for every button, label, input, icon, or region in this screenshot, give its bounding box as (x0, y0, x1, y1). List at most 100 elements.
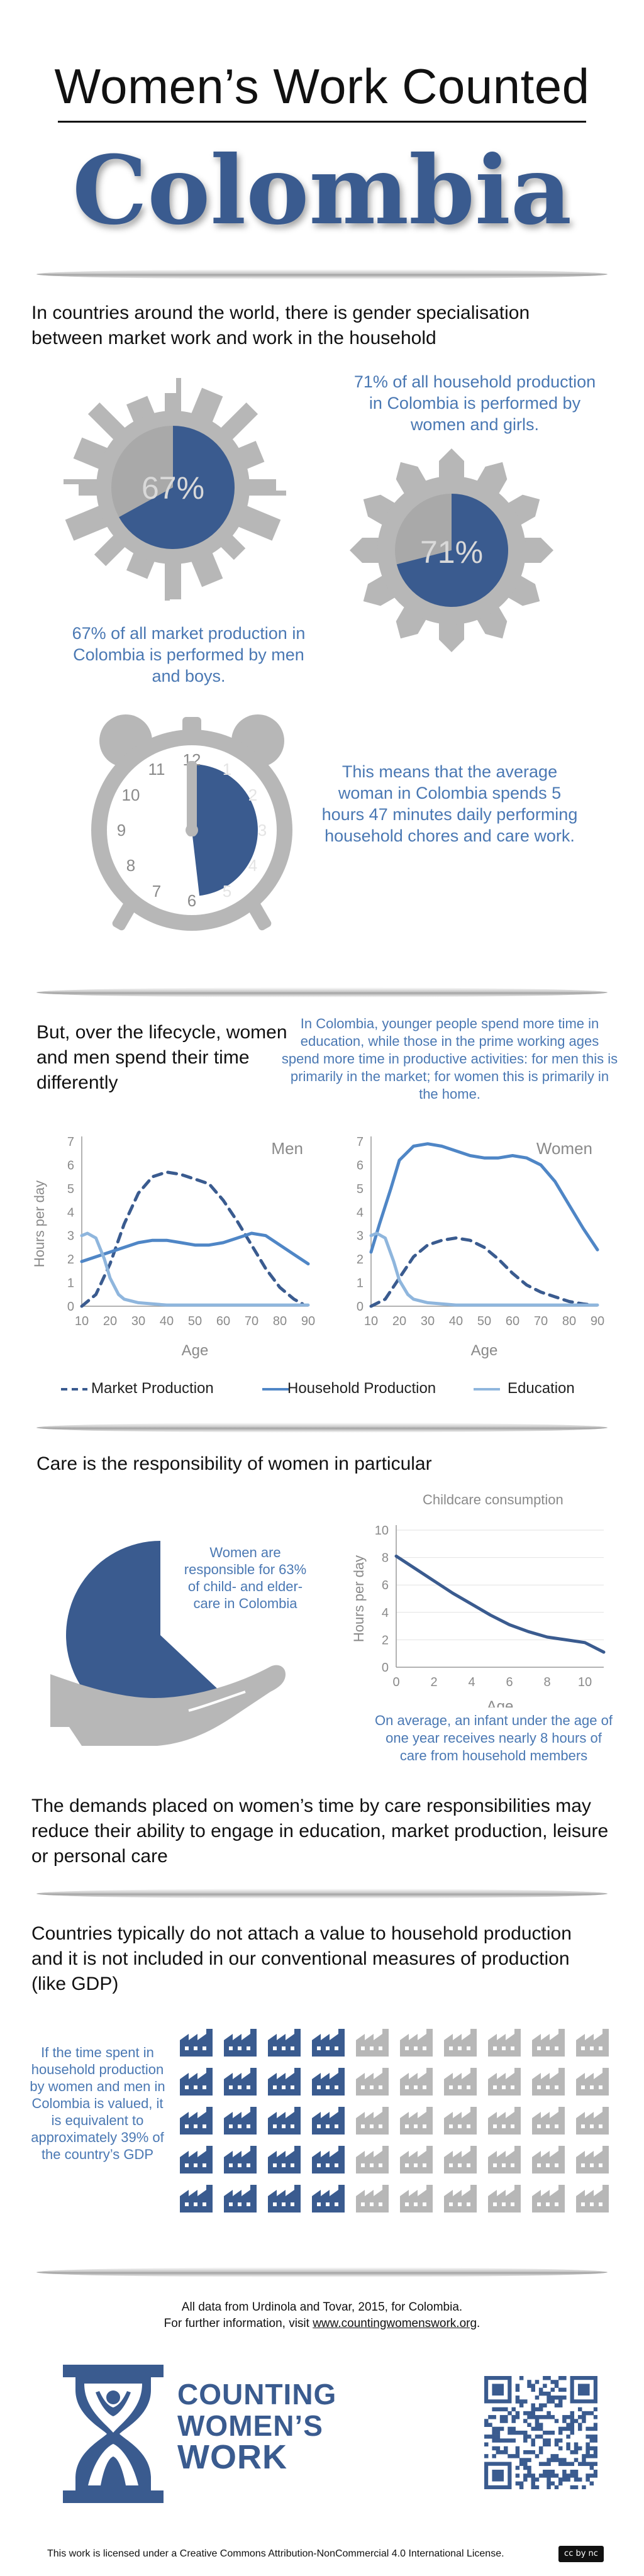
qr-module (492, 2415, 496, 2419)
qr-module (504, 2415, 508, 2419)
house-icon (363, 494, 396, 526)
qr-module (550, 2399, 555, 2404)
qr-module (589, 2465, 594, 2470)
qr-module (523, 2473, 528, 2478)
qr-module (586, 2454, 590, 2458)
x-tick-label: 6 (506, 1675, 513, 1689)
household-caption: 71% of all household production in Colom… (353, 372, 596, 434)
qr-module (508, 2430, 512, 2435)
qr-module (496, 2407, 501, 2412)
qr-module (570, 2462, 575, 2467)
legend-market-label: Market Production (91, 1380, 214, 1397)
market-pct-label: 67% (142, 470, 204, 506)
y-axis-label: Hours per day (31, 1180, 47, 1267)
qr-module (543, 2473, 547, 2478)
childcare-chart-title: Childcare consumption (423, 1492, 564, 1507)
qr-module (586, 2473, 590, 2478)
qr-module (574, 2458, 579, 2462)
gdp-icon (224, 2185, 257, 2212)
gdp-caption: If the time spent in household productio… (30, 2045, 165, 2162)
childcare-caption: On average, an infant under the age of o… (375, 1713, 613, 1763)
x-tick-label: 30 (131, 1314, 145, 1328)
qr-module (570, 2423, 575, 2427)
gdp-icon (356, 2068, 389, 2096)
qr-module (523, 2477, 528, 2482)
qr-module (547, 2376, 551, 2380)
qr-module (589, 2446, 594, 2451)
gdp-icon (312, 2185, 345, 2212)
qr-module (519, 2403, 524, 2407)
qr-module (582, 2415, 586, 2419)
gdp-icon (532, 2068, 565, 2096)
qr-module (519, 2430, 524, 2435)
gdp-icon (268, 2107, 301, 2135)
source-prefix: For further information, visit (164, 2317, 313, 2330)
y-tick-label: 5 (67, 1182, 74, 1196)
qr-module (586, 2434, 590, 2439)
qr-module (550, 2387, 555, 2392)
qr-module (589, 2462, 594, 2467)
qr-module (496, 2438, 501, 2443)
qr-module (554, 2380, 559, 2384)
qr-module (566, 2477, 570, 2482)
series-line-market-production (369, 1236, 594, 1308)
qr-module (523, 2458, 528, 2462)
lifecycle-lead: But, over the lifecycle, women and men s… (36, 1022, 287, 1093)
qr-module (523, 2411, 528, 2416)
source-link[interactable]: www.countingwomenswork.org (313, 2317, 477, 2330)
qr-module (538, 2423, 543, 2427)
house-icon (439, 448, 464, 479)
qr-module (547, 2473, 551, 2478)
qr-module (492, 2454, 496, 2458)
household-pie-slice (396, 494, 509, 607)
qr-module (554, 2396, 559, 2400)
qr-module (593, 2469, 597, 2474)
qr-module (488, 2415, 492, 2419)
qr-module (511, 2430, 516, 2435)
qr-module (531, 2481, 535, 2486)
gdp-icon (224, 2146, 257, 2174)
y-tick-label: 3 (67, 1230, 74, 1243)
gdp-icon (180, 2068, 213, 2096)
qr-module (538, 2473, 543, 2478)
cc-license-badge[interactable]: cc by nc (558, 2546, 604, 2562)
qr-module (531, 2415, 535, 2419)
qr-module (538, 2446, 543, 2451)
qr-module (535, 2434, 540, 2439)
qr-module (586, 2450, 590, 2455)
qr-module (538, 2391, 543, 2396)
qr-module (543, 2403, 547, 2407)
qr-module (488, 2423, 492, 2427)
qr-module (515, 2384, 520, 2388)
qr-module (562, 2462, 567, 2467)
clock-number: 1 (223, 760, 231, 779)
qr-module (550, 2415, 555, 2419)
qr-module (527, 2423, 531, 2427)
clock-number: 8 (126, 856, 135, 875)
qr-module (558, 2458, 563, 2462)
qr-module (574, 2485, 579, 2489)
demands-text: The demands placed on women’s time by ca… (31, 1796, 609, 1867)
qr-module (547, 2411, 551, 2416)
y-tick-label: 0 (357, 1300, 364, 1314)
qr-module (547, 2458, 551, 2462)
y-tick-label: 7 (67, 1135, 74, 1149)
series-line-household-production (369, 1142, 599, 1254)
qr-module (527, 2415, 531, 2419)
gdp-icon (312, 2146, 345, 2174)
series-line-household-production (80, 1231, 310, 1266)
gdp-icon (224, 2107, 257, 2135)
qr-module (543, 2376, 547, 2380)
qr-code[interactable] (484, 2376, 597, 2489)
source-line1: All data from Urdinola and Tovar, 2015, … (181, 2301, 463, 2314)
gdp-icon (488, 2107, 521, 2135)
clock-hand (187, 761, 197, 836)
x-tick-label: 30 (421, 1314, 435, 1328)
qr-module (554, 2384, 559, 2388)
childcare-chart: 0 2 4 6 8 10 0 2 4 6 8 10 Age Hours per day (351, 1524, 606, 1707)
factory-icon (246, 479, 276, 496)
y-tick-label: 4 (67, 1206, 74, 1219)
house-icon (396, 462, 427, 495)
gdp-icon (400, 2068, 433, 2096)
divider (36, 2267, 608, 2277)
